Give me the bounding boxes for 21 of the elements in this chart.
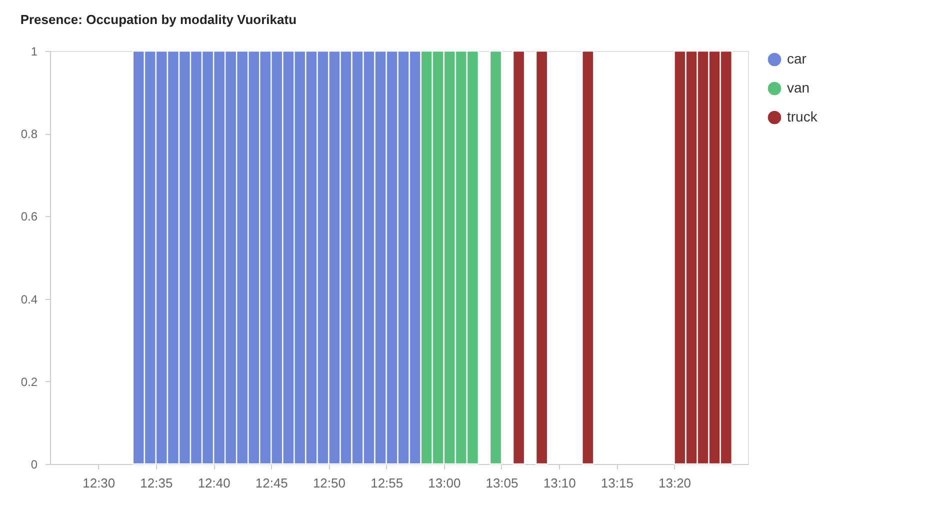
x-tick-label: 13:15 <box>600 476 634 490</box>
y-tick-label: 0.6 <box>20 210 38 224</box>
x-tick-label: 13:20 <box>658 476 692 490</box>
x-tick-label: 12:50 <box>312 476 346 490</box>
y-tick-label: 0.2 <box>20 374 38 389</box>
legend-label: car <box>787 50 807 66</box>
x-tick-label: 13:10 <box>543 476 576 490</box>
x-tick-label: 12:35 <box>140 476 173 490</box>
y-tick-label: 0.8 <box>20 127 38 142</box>
x-tick-label: 13:05 <box>486 476 518 490</box>
x-tick-label: 12:45 <box>255 476 288 490</box>
legend-label: van <box>787 80 810 96</box>
x-tick-label: 13:00 <box>428 476 461 490</box>
x-tick-label: 12:55 <box>370 476 404 490</box>
y-tick-label: 0 <box>30 458 38 472</box>
y-tick-label: 1 <box>30 44 38 58</box>
chart-title: Presence: Occupation by modality Vuorikatu <box>20 12 297 27</box>
y-tick-label: 0.4 <box>20 292 38 306</box>
x-tick-label: 12:30 <box>82 476 116 490</box>
legend-label: truck <box>787 108 818 124</box>
x-tick-label: 12:40 <box>198 476 230 490</box>
